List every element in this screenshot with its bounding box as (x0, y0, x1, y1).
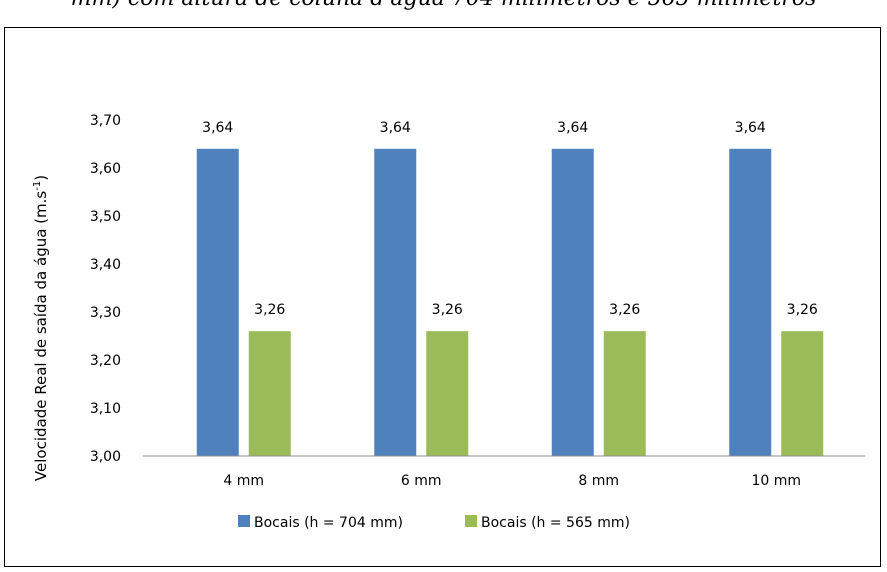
y-axis-ticks: 3,00 3,10 3,20 3,30 3,40 3,50 3,60 3,70 (90, 113, 121, 465)
legend: Bocais (h = 704 mm) Bocais (h = 565 mm) (238, 515, 630, 531)
x-tick-label: 6 mm (401, 473, 442, 489)
y-tick-label: 3,60 (90, 161, 121, 177)
bar (374, 148, 417, 457)
legend-swatch (238, 515, 250, 527)
bar-value-label: 3,64 (557, 120, 588, 136)
bar-value-label: 3,26 (432, 302, 463, 318)
bar-value-label: 3,26 (609, 302, 640, 318)
bar (729, 148, 772, 457)
y-axis-label-sup: -1 (32, 181, 43, 191)
legend-label: Bocais (h = 704 mm) (254, 515, 403, 531)
chart-frame: Velocidade Real de saída da água (m.s-1)… (4, 27, 881, 567)
x-tick-label: 10 mm (751, 473, 801, 489)
x-axis-ticks: 4 mm 6 mm 8 mm 10 mm (223, 473, 801, 489)
y-tick-label: 3,00 (90, 449, 121, 465)
y-axis-title: Velocidade Real de saída da água (m.s-1) (32, 175, 50, 481)
bar (426, 331, 469, 456)
bar (781, 331, 824, 456)
figure-caption-fragment: mm) com altura de coluna d'água 704 milí… (0, 0, 887, 16)
bar-value-label: 3,26 (254, 302, 285, 318)
y-tick-label: 3,50 (90, 209, 121, 225)
y-tick-label: 3,10 (90, 401, 121, 417)
bar-value-label: 3,26 (787, 302, 818, 318)
legend-label: Bocais (h = 565 mm) (481, 515, 630, 531)
bars (196, 148, 824, 457)
data-labels: 3,64 3,26 3,64 3,26 3,64 3,26 3,64 3,26 (202, 120, 818, 318)
y-tick-label: 3,70 (90, 113, 121, 129)
y-axis-label: Velocidade Real de saída da água (m.s-1) (32, 175, 50, 481)
y-tick-label: 3,40 (90, 257, 121, 273)
x-tick-label: 4 mm (223, 473, 264, 489)
bar (196, 148, 239, 457)
bar-value-label: 3,64 (380, 120, 411, 136)
y-axis-label-close: ) (32, 175, 50, 181)
bar-chart: Velocidade Real de saída da água (m.s-1)… (32, 113, 865, 531)
bar-value-label: 3,64 (202, 120, 233, 136)
y-axis-label-main: Velocidade Real de saída da água (m.s (32, 191, 50, 481)
legend-swatch (465, 515, 477, 527)
y-tick-label: 3,30 (90, 305, 121, 321)
bar (603, 331, 646, 456)
bar (551, 148, 594, 457)
x-tick-label: 8 mm (578, 473, 619, 489)
bar (248, 331, 291, 456)
y-tick-label: 3,20 (90, 353, 121, 369)
bar-value-label: 3,64 (735, 120, 766, 136)
